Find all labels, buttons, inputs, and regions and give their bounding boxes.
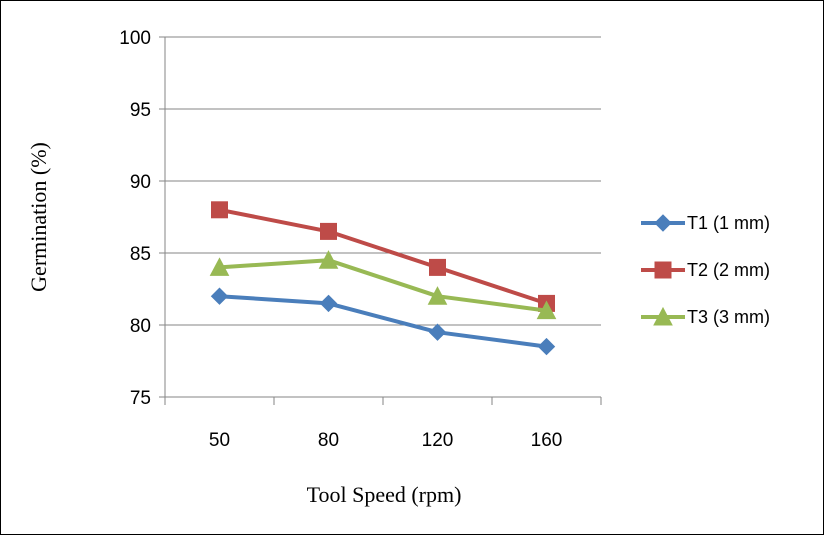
legend-marker xyxy=(653,306,673,326)
data-point xyxy=(427,286,448,305)
y-tick-label: 100 xyxy=(119,28,151,49)
y-tick-label: 85 xyxy=(130,244,151,265)
y-tick-label: 90 xyxy=(130,172,151,193)
legend-label: T1 (1 mm) xyxy=(687,213,770,233)
legend-label: T3 (3 mm) xyxy=(687,307,770,327)
data-point xyxy=(319,294,338,313)
y-tick-label: 75 xyxy=(130,388,151,409)
x-tick-labels: 50 80 120 160 xyxy=(164,397,602,451)
data-point xyxy=(320,222,337,240)
series-line xyxy=(219,258,547,313)
data-point xyxy=(211,201,228,219)
y-axis-title: Germination (%) xyxy=(26,142,51,292)
data-point xyxy=(210,287,229,305)
series-1 xyxy=(210,287,556,356)
legend-item: T3 (3 mm) xyxy=(641,306,770,327)
series-layer xyxy=(209,201,557,356)
y-tick-label: 95 xyxy=(130,100,151,121)
y-tick-labels: 75 80 85 90 95 100 xyxy=(119,28,165,409)
series-2 xyxy=(211,201,555,312)
series-3 xyxy=(209,250,557,320)
data-point xyxy=(537,337,556,356)
data-point xyxy=(429,258,446,276)
legend-item: T2 (2 mm) xyxy=(641,260,770,280)
legend-item: T1 (1 mm) xyxy=(641,213,770,233)
x-tick-label: 50 xyxy=(209,430,230,451)
series-line xyxy=(219,207,548,306)
x-axis-title: Tool Speed (rpm) xyxy=(307,482,462,507)
y-tick-label: 80 xyxy=(130,316,151,337)
data-point xyxy=(209,257,230,276)
legend-label: T2 (2 mm) xyxy=(687,260,770,280)
legend-marker xyxy=(654,261,672,279)
x-tick-label: 120 xyxy=(422,430,454,451)
legend: T1 (1 mm) T2 (2 mm) T3 (3 mm) xyxy=(641,213,770,327)
gridlines xyxy=(165,36,601,326)
series-line xyxy=(219,294,547,349)
x-tick-label: 160 xyxy=(531,430,563,451)
legend-marker xyxy=(654,214,672,232)
data-point xyxy=(318,250,339,269)
axes xyxy=(164,37,601,398)
x-tick-label: 80 xyxy=(318,430,339,451)
data-point xyxy=(536,300,557,320)
data-point xyxy=(428,323,447,341)
